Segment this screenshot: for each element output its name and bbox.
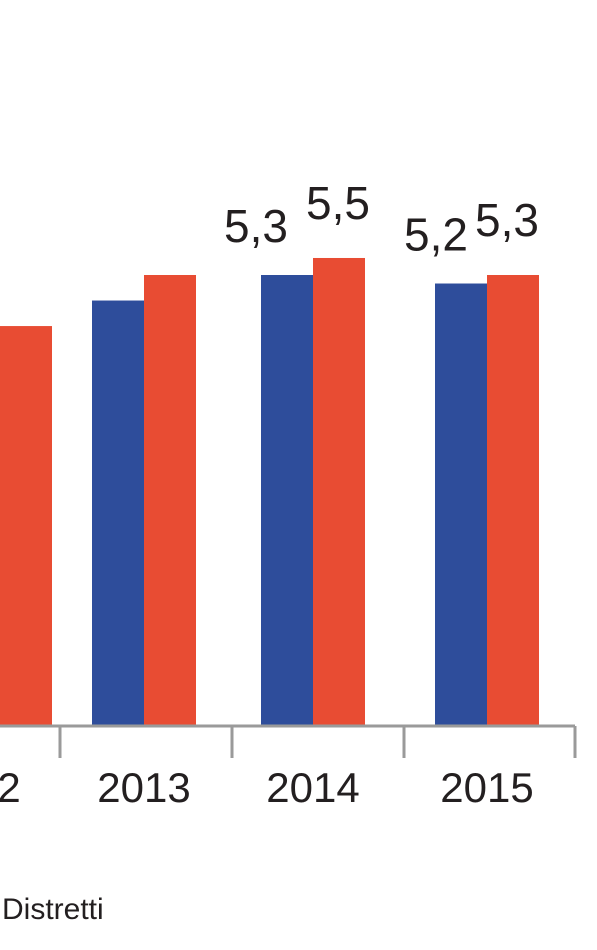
bar-series1-2015 xyxy=(435,283,487,726)
bars-group xyxy=(0,257,539,726)
x-axis-tick-labels: 2 2013 2014 2015 xyxy=(0,764,534,811)
bar-distretti-2013 xyxy=(144,275,196,726)
legend-label-distretti: Distretti xyxy=(2,893,104,926)
x-tick-label-2014: 2014 xyxy=(266,764,359,811)
bar-series1-2013 xyxy=(92,300,144,726)
bar-distretti-2014 xyxy=(313,257,365,726)
data-label-series1-2015: 5,2 xyxy=(404,209,468,261)
x-axis-ticks xyxy=(58,726,577,758)
x-tick-label-2012: 2 xyxy=(0,764,21,811)
data-label-series1-2014: 5,3 xyxy=(224,200,288,252)
data-label-distretti-2015: 5,3 xyxy=(475,194,539,246)
x-tick-label-2013: 2013 xyxy=(97,764,190,811)
bar-distretti-2015 xyxy=(487,275,539,726)
value-labels-group: 5,3 5,55,2 5,3 xyxy=(224,177,539,261)
data-label-distretti-2014: 5,5 xyxy=(306,177,370,229)
bar-series1-2014 xyxy=(261,275,313,726)
x-tick-label-2015: 2015 xyxy=(440,764,533,811)
bar-distretti-2012 xyxy=(0,326,52,726)
legend: Distretti xyxy=(2,893,104,927)
